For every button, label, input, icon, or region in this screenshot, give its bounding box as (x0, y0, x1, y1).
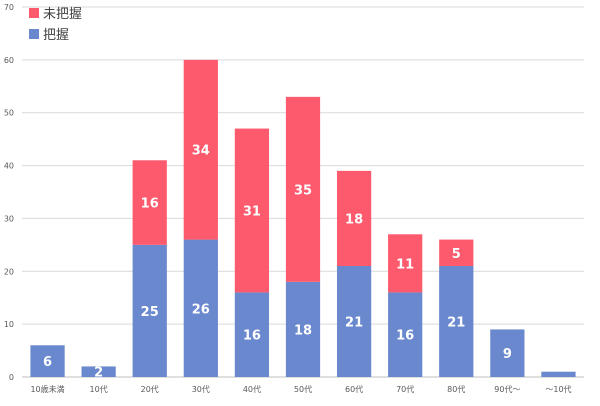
data-label: 11 (396, 257, 414, 272)
bars (30, 59, 576, 377)
data-label: 16 (141, 197, 159, 212)
bar-known-0 (30, 345, 65, 377)
data-label: 16 (243, 329, 261, 344)
x-category-label: 60代 (345, 384, 363, 394)
x-category-label: 90代〜 (494, 384, 520, 394)
x-category-label: 40代 (243, 384, 261, 394)
bar-unknown-7 (388, 234, 423, 293)
legend-swatch (29, 8, 39, 18)
legend-label: 把握 (43, 28, 69, 43)
legend-label: 未把握 (43, 7, 82, 22)
bar-known-4 (234, 292, 270, 377)
x-category-label: 30代 (192, 384, 210, 394)
bar-known-10 (541, 371, 576, 377)
data-labels: 6 2 25 16 26 34 16 31 18 35 21 18 16 11 21 5 9 (43, 144, 512, 381)
x-category-label: 〜10代 (545, 384, 571, 394)
y-tick-label: 10 (4, 320, 14, 329)
data-label: 5 (452, 247, 461, 262)
data-label: 9 (503, 347, 512, 362)
bar-known-2 (132, 244, 167, 377)
y-tick-label: 50 (4, 109, 14, 118)
data-label: 2 (94, 366, 103, 381)
y-tick-label: 20 (4, 267, 14, 276)
bar-known-6 (336, 266, 372, 377)
data-label: 31 (243, 205, 261, 220)
bar-unknown-4 (234, 128, 270, 293)
bar-unknown-2 (132, 160, 167, 245)
data-label: 26 (192, 302, 210, 317)
data-label: 21 (447, 316, 465, 331)
x-category-label: 70代 (396, 384, 414, 394)
bar-known-1 (81, 366, 116, 377)
y-tick-label: 40 (4, 162, 14, 171)
bar-known-8 (439, 266, 474, 377)
bar-unknown-5 (285, 96, 321, 282)
data-label: 34 (192, 144, 210, 159)
bar-unknown-3 (183, 59, 218, 240)
data-label: 21 (345, 316, 363, 331)
y-tick-label: 30 (4, 214, 14, 223)
bar-known-9 (490, 329, 525, 377)
bar-unknown-8 (439, 239, 474, 266)
data-label: 16 (396, 329, 414, 344)
y-axis-ticks: 0 10 20 30 40 50 60 70 (4, 3, 14, 382)
y-tick-label: 60 (4, 56, 14, 65)
x-category-label: 50代 (294, 384, 312, 394)
x-category-label: 80代 (447, 384, 465, 394)
legend-swatch (29, 29, 39, 39)
x-category-label: 20代 (141, 384, 159, 394)
x-category-label: 10歳未満 (30, 384, 64, 394)
bar-known-3 (183, 239, 218, 377)
bar-known-7 (388, 292, 423, 377)
x-category-label: 10代 (90, 384, 108, 394)
bar-known-5 (285, 281, 321, 377)
data-label: 25 (141, 305, 159, 320)
data-label: 18 (345, 212, 363, 227)
y-tick-label: 70 (4, 3, 14, 12)
data-label: 35 (294, 183, 312, 198)
data-label: 6 (43, 355, 52, 370)
data-label: 18 (294, 323, 312, 338)
bar-unknown-6 (336, 170, 372, 266)
x-axis-categories: 10歳未満 10代 20代 30代 40代 50代 60代 70代 80代 90代〜 〜10代 (30, 384, 571, 394)
y-tick-label: 0 (9, 373, 14, 382)
